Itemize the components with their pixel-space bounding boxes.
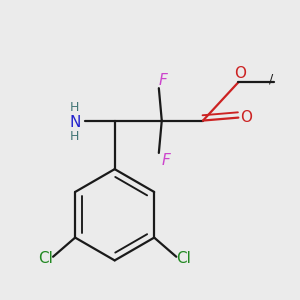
Text: H: H: [70, 101, 80, 114]
Text: O: O: [240, 110, 252, 125]
Text: F: F: [162, 153, 171, 168]
Text: F: F: [159, 73, 168, 88]
Text: Cl: Cl: [38, 251, 53, 266]
Text: N: N: [69, 115, 81, 130]
Text: Cl: Cl: [176, 251, 191, 266]
Text: /: /: [268, 73, 273, 86]
Text: H: H: [70, 130, 80, 143]
Text: O: O: [234, 66, 246, 81]
